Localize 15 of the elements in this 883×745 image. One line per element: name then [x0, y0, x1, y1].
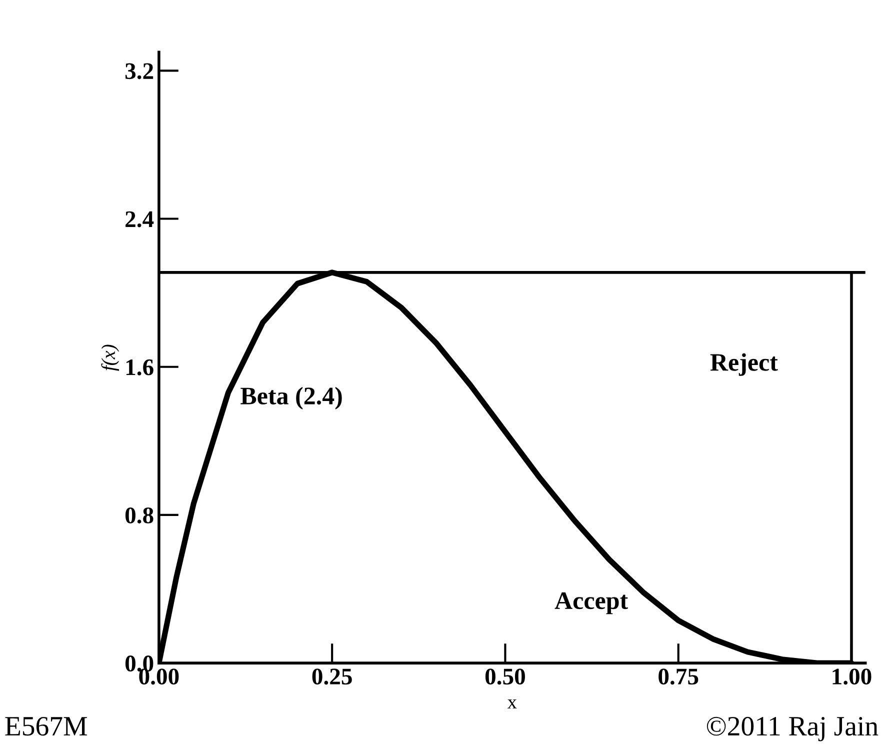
- annotation: Accept: [554, 592, 628, 614]
- annotation: Reject: [710, 353, 778, 376]
- y-tick-label: 1.6: [126, 359, 154, 376]
- y-tick-label: 0.8: [125, 507, 154, 524]
- x-tick-label: 0.25: [312, 668, 352, 685]
- y-tick-label: 3.2: [125, 63, 154, 80]
- x-tick-label: 1.00: [832, 668, 872, 685]
- y-tick-label: 2.4: [126, 211, 154, 228]
- text: ©2011 Raj Jain: [706, 716, 878, 742]
- text: E567M: [5, 716, 87, 736]
- x-tick-label: 0.50: [485, 668, 525, 685]
- y-axis-title: f(x): [101, 344, 120, 371]
- x-axis-title: x: [507, 699, 517, 708]
- x-tick-label: 0.75: [658, 668, 698, 685]
- annotation: Beta (2.4): [240, 386, 342, 410]
